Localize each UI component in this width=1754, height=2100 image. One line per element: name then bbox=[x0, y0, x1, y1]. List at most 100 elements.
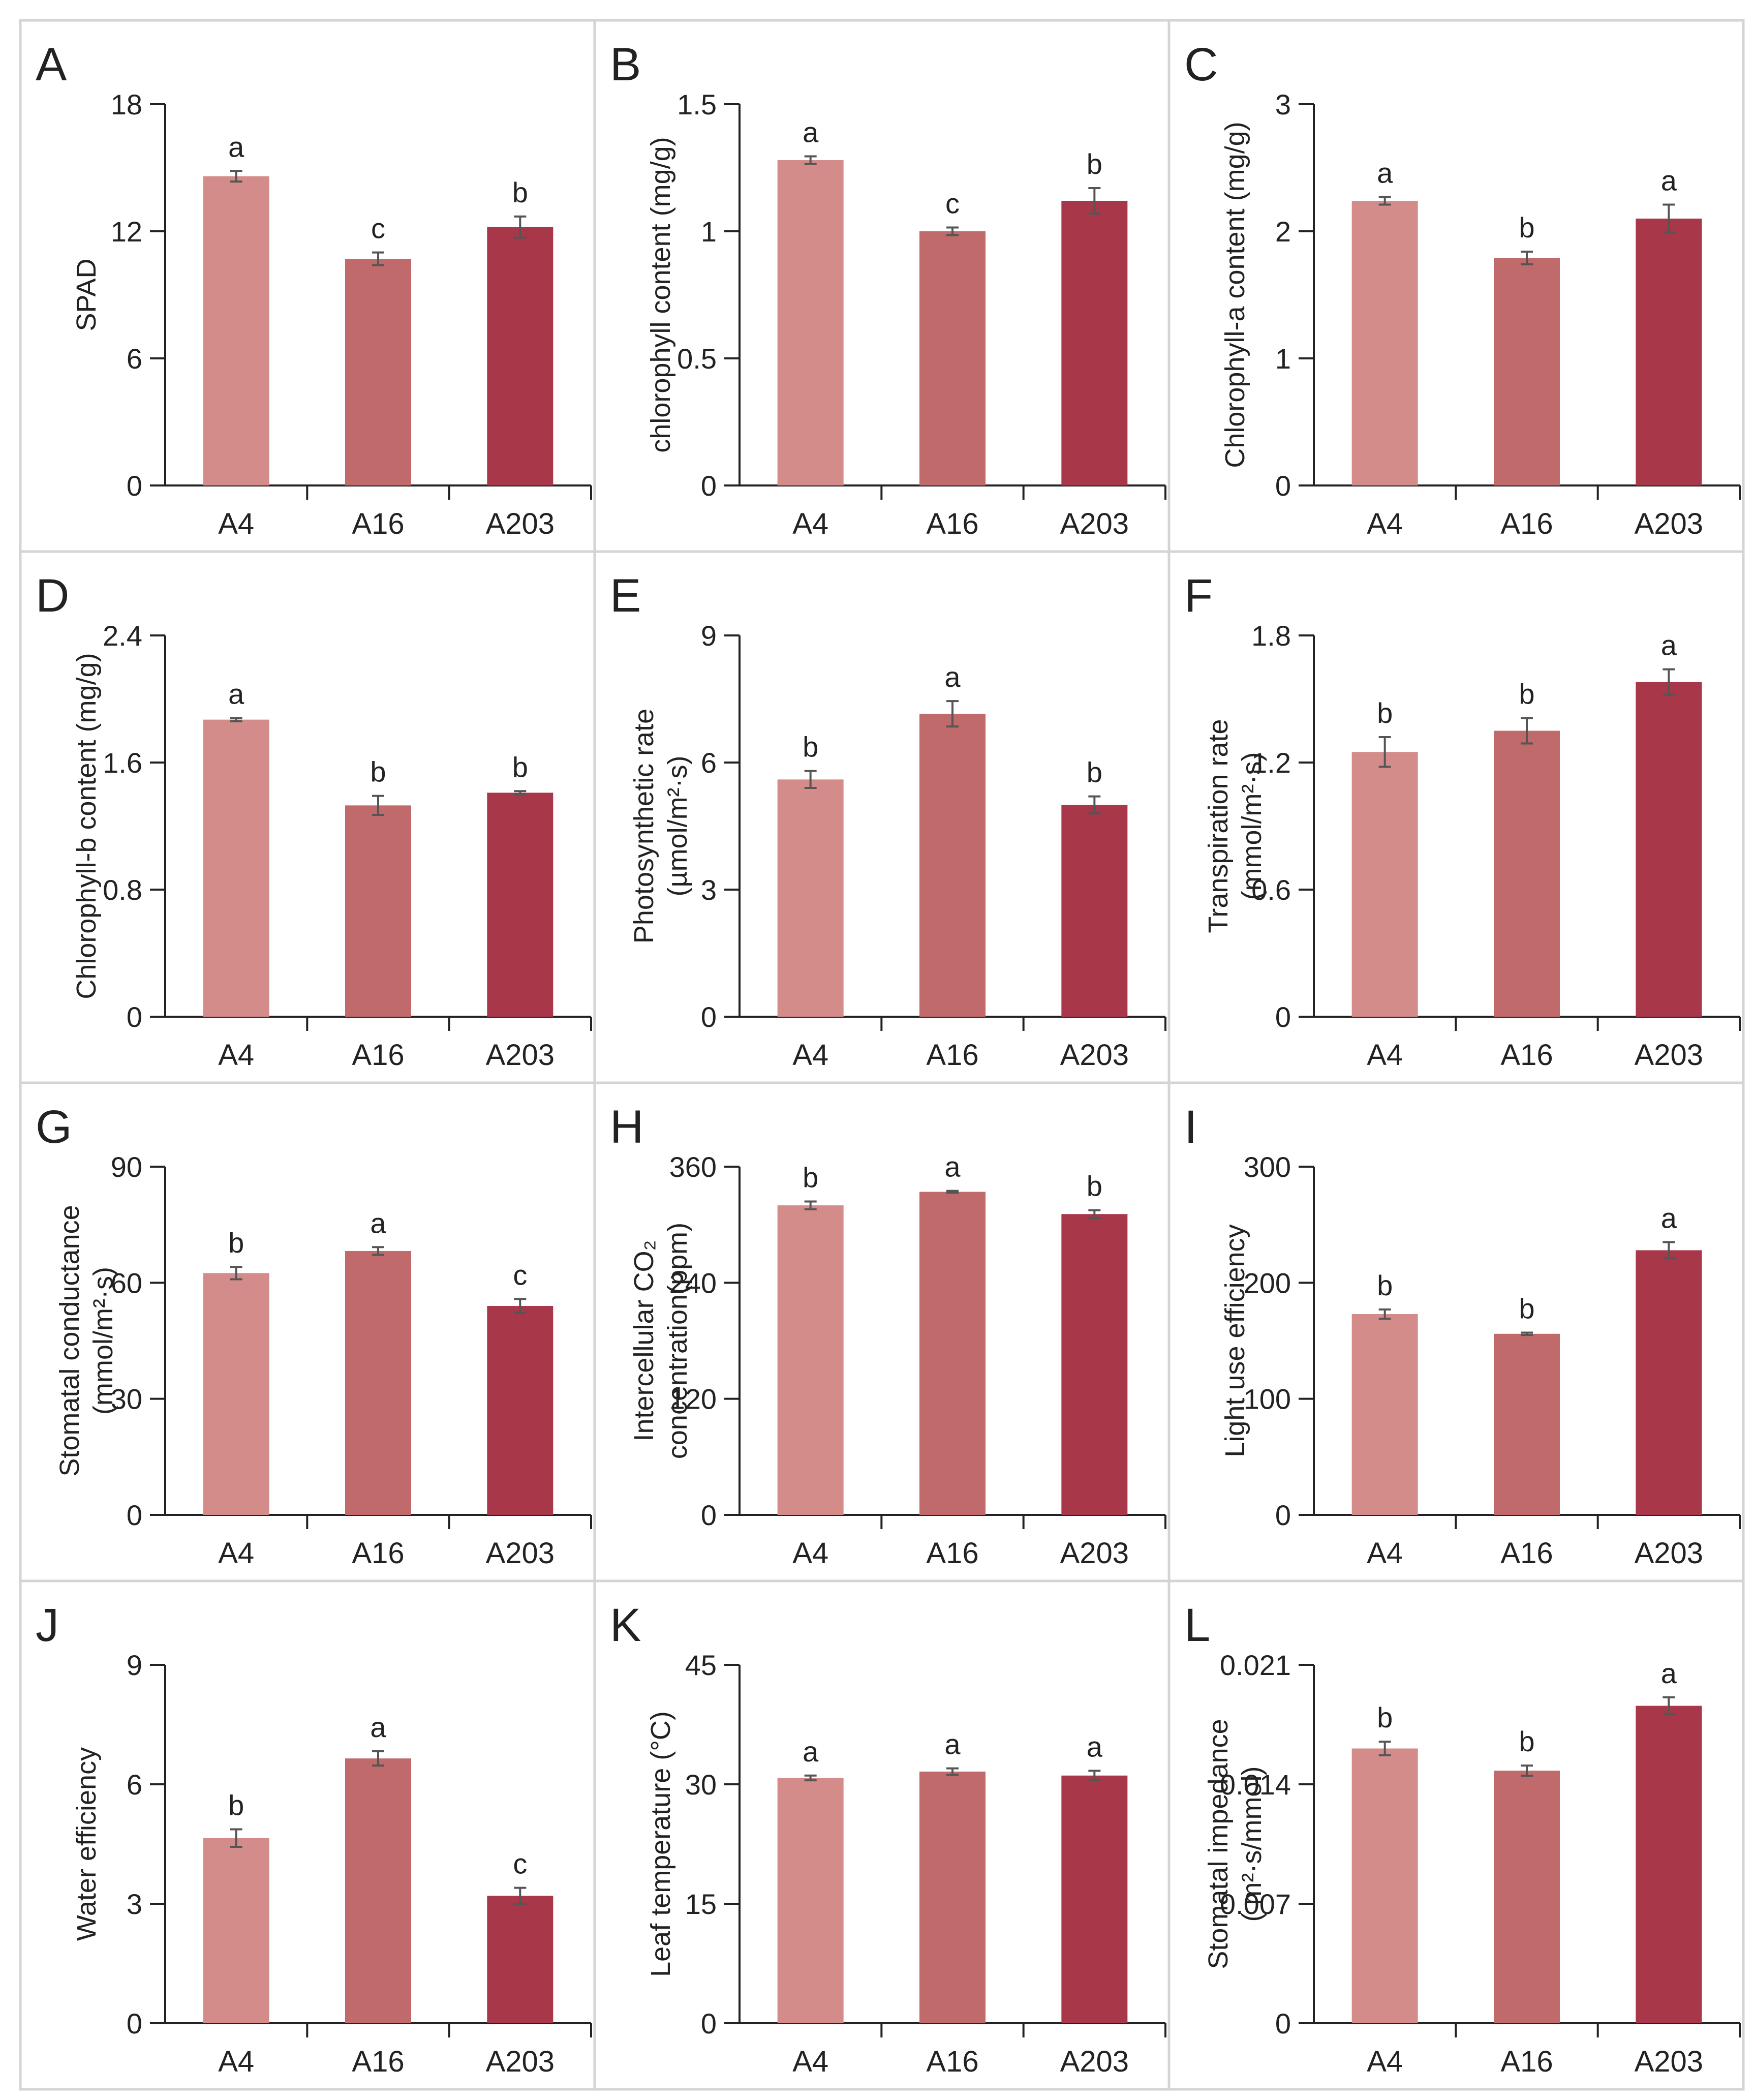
bar-a16 bbox=[1494, 731, 1560, 1017]
panel-k: K Leaf temperature (°C) 0 15 30 45 a A4 a A16 a A20… bbox=[593, 1579, 1171, 2091]
panel-letter: G bbox=[36, 1101, 72, 1153]
y-tick-label: 90 bbox=[111, 1151, 142, 1183]
x-tick-label: A4 bbox=[1367, 2045, 1403, 2078]
panel-i: I Light use efficiency 0 100 200 300 b A4 b A16 a A… bbox=[1167, 1081, 1745, 1582]
panel-f: F Transpiration rate (mmol/m²·s) 0 0.6 1.2 1.8… bbox=[1167, 550, 1745, 1084]
y-axis-title-line: (mmol/m²·s) bbox=[88, 1267, 118, 1415]
y-axis-title-line: Light use efficiency bbox=[1220, 1224, 1250, 1457]
y-tick-label: 1.8 bbox=[1251, 620, 1291, 652]
y-tick-label: 0 bbox=[701, 2007, 717, 2040]
y-tick-label: 0.014 bbox=[1220, 1769, 1291, 1801]
y-tick-label: 3 bbox=[127, 1888, 142, 1920]
significance-letter: b bbox=[1377, 697, 1393, 729]
significance-letter: b bbox=[512, 751, 528, 783]
x-tick-label: A4 bbox=[218, 2045, 254, 2078]
x-tick-label: A203 bbox=[1060, 1039, 1129, 1072]
y-axis-title-line: Transpiration rate bbox=[1203, 719, 1234, 933]
bar-a16 bbox=[1494, 258, 1560, 485]
y-axis-title-line: Stomatal impedance bbox=[1203, 1719, 1234, 1969]
x-tick-label: A16 bbox=[352, 2045, 404, 2078]
y-tick-label: 240 bbox=[669, 1267, 717, 1299]
bar-a203 bbox=[487, 227, 553, 485]
y-axis-title-line: Chlorophyll-b content (mg/g) bbox=[71, 653, 102, 999]
y-tick-label: 0 bbox=[1275, 1001, 1291, 1033]
y-tick-label: 0 bbox=[127, 2007, 142, 2040]
x-tick-label: A203 bbox=[1635, 507, 1703, 540]
significance-letter: b bbox=[803, 1162, 818, 1194]
panel-e: E Photosynthetic rate (µmol/m²·s) 0 3 6 9 b A4 a A… bbox=[593, 550, 1171, 1084]
significance-letter: a bbox=[944, 1151, 961, 1183]
x-tick-label: A4 bbox=[792, 2045, 828, 2078]
x-tick-label: A16 bbox=[1500, 1039, 1553, 1072]
error-bar bbox=[1378, 1741, 1391, 1756]
panel-letter: I bbox=[1184, 1101, 1197, 1153]
bar-a16 bbox=[345, 259, 411, 485]
panel-letter: J bbox=[36, 1599, 59, 1651]
y-tick-label: 1 bbox=[701, 216, 717, 248]
x-tick-label: A16 bbox=[1500, 1537, 1553, 1570]
bar-a16 bbox=[919, 1771, 986, 2023]
panel-frame bbox=[1167, 1579, 1745, 2091]
error-bar bbox=[372, 251, 384, 266]
significance-letter: a bbox=[1661, 629, 1677, 661]
y-tick-label: 6 bbox=[127, 343, 142, 375]
significance-letter: a bbox=[1661, 1657, 1677, 1689]
x-tick-label: A203 bbox=[1635, 2045, 1703, 2078]
y-tick-label: 100 bbox=[1244, 1383, 1291, 1415]
bar-a4 bbox=[1351, 752, 1418, 1017]
bar-a4 bbox=[777, 779, 844, 1017]
error-bar bbox=[946, 1190, 959, 1194]
bar-a203 bbox=[487, 793, 553, 1017]
y-tick-label: 2 bbox=[1275, 216, 1291, 248]
y-tick-label: 0.6 bbox=[1251, 874, 1291, 906]
bar-a16 bbox=[345, 805, 411, 1017]
bar-a203 bbox=[487, 1896, 553, 2023]
x-tick-label: A203 bbox=[486, 507, 555, 540]
significance-letter: a bbox=[228, 678, 244, 710]
y-axis-title-line: chlorophyll content (mg/g) bbox=[645, 137, 676, 452]
y-tick-label: 9 bbox=[701, 620, 717, 652]
bar-a203 bbox=[1061, 1214, 1128, 1515]
error-bar bbox=[1663, 1241, 1675, 1260]
y-tick-label: 12 bbox=[111, 216, 142, 248]
significance-letter: a bbox=[1661, 1202, 1677, 1234]
y-tick-label: 0 bbox=[701, 470, 717, 502]
x-tick-label: A203 bbox=[1635, 1537, 1703, 1570]
bar-a4 bbox=[777, 1205, 844, 1515]
y-tick-label: 0.021 bbox=[1220, 1649, 1291, 1681]
significance-letter: b bbox=[1377, 1269, 1393, 1301]
bar-a4 bbox=[203, 1273, 269, 1515]
bar-a203 bbox=[1061, 201, 1128, 485]
y-tick-label: 9 bbox=[127, 1649, 142, 1681]
error-bar bbox=[1521, 1331, 1533, 1336]
y-tick-label: 15 bbox=[685, 1888, 717, 1920]
bar-a16 bbox=[345, 1251, 411, 1515]
significance-letter: b bbox=[228, 1227, 244, 1259]
significance-letter: b bbox=[512, 176, 528, 208]
y-tick-label: 2.4 bbox=[103, 620, 142, 652]
error-bar bbox=[1521, 1764, 1533, 1777]
y-tick-label: 0.8 bbox=[103, 874, 142, 906]
error-bar bbox=[946, 1767, 959, 1776]
bar-a4 bbox=[203, 176, 269, 486]
bar-a203 bbox=[1636, 682, 1702, 1017]
panel-l: L Stomatal impedance( m²·s/mmol) 0 0.007 0.0… bbox=[1167, 1579, 1745, 2091]
bar-a16 bbox=[919, 714, 986, 1017]
x-tick-label: A4 bbox=[218, 1537, 254, 1570]
y-axis-title: Leaf temperature (°C) bbox=[645, 1711, 676, 1977]
significance-letter: a bbox=[1661, 165, 1677, 197]
significance-letter: b bbox=[1377, 1701, 1393, 1733]
y-tick-label: 0 bbox=[127, 1499, 142, 1531]
error-bar bbox=[1378, 736, 1391, 768]
significance-letter: b bbox=[1519, 211, 1534, 244]
significance-letter: b bbox=[1087, 1170, 1102, 1202]
panel-a: A SPAD 0 6 12 18 a A4 c A16 b A203 bbox=[19, 19, 596, 553]
error-bar bbox=[372, 795, 384, 816]
y-tick-label: 0.5 bbox=[677, 343, 717, 375]
panel-letter: H bbox=[610, 1101, 643, 1153]
error-bar bbox=[1663, 668, 1675, 696]
bar-a4 bbox=[777, 160, 844, 485]
error-bar bbox=[1663, 203, 1675, 234]
